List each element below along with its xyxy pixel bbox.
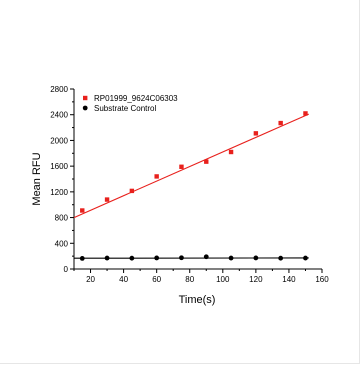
data-point-series-1: [204, 159, 208, 163]
data-point-series-2: [253, 256, 258, 261]
x-tick-label: 140: [282, 275, 296, 284]
y-tick-label: 2400: [50, 111, 68, 120]
y-tick-label: 0: [64, 265, 69, 274]
x-tick-label: 100: [216, 275, 230, 284]
x-tick-label: 160: [315, 275, 329, 284]
legend-label-series-2: Substrate Control: [94, 104, 156, 113]
legend-marker-series-1: [83, 96, 87, 100]
y-axis-title: Mean RFU: [31, 152, 43, 205]
legend-marker-series-2: [83, 106, 88, 111]
data-point-series-1: [278, 121, 282, 125]
data-point-series-2: [105, 256, 110, 261]
data-points: [80, 111, 308, 261]
fit-line-series-1: [74, 114, 309, 218]
data-point-series-2: [229, 256, 234, 261]
axes: 0 400 800 1200 1600 2000 2400 2800 20 40 60 80 100 12…: [50, 85, 329, 284]
y-tick-label: 1200: [50, 188, 68, 197]
x-tick-label: 80: [185, 275, 194, 284]
data-point-series-1: [105, 197, 109, 201]
y-tick-label: 1600: [50, 162, 68, 171]
y-tick-label: 2800: [50, 85, 68, 94]
y-tick-label: 800: [55, 214, 69, 223]
data-point-series-1: [229, 150, 233, 154]
data-point-series-1: [254, 131, 258, 135]
data-point-series-2: [179, 255, 184, 260]
data-point-series-1: [80, 208, 84, 212]
data-point-series-1: [154, 174, 158, 178]
x-tick-label: 120: [249, 275, 263, 284]
x-tick-label: 40: [119, 275, 128, 284]
x-tick-label: 20: [86, 275, 95, 284]
data-point-series-2: [303, 256, 308, 261]
x-axis-title: Time(s): [179, 294, 216, 306]
y-tick-label: 400: [55, 239, 69, 248]
data-point-series-1: [179, 165, 183, 169]
data-point-series-1: [303, 111, 307, 115]
data-point-series-2: [204, 254, 209, 259]
y-tick-label: 2000: [50, 136, 68, 145]
data-point-series-1: [130, 189, 134, 193]
data-point-series-2: [80, 256, 85, 261]
legend-label-series-1: RP01999_9624C06303: [94, 94, 178, 103]
data-point-series-2: [278, 256, 283, 261]
fit-lines: [74, 114, 309, 258]
data-point-series-2: [154, 256, 159, 261]
x-tick-label: 60: [152, 275, 161, 284]
data-point-series-2: [129, 256, 134, 261]
